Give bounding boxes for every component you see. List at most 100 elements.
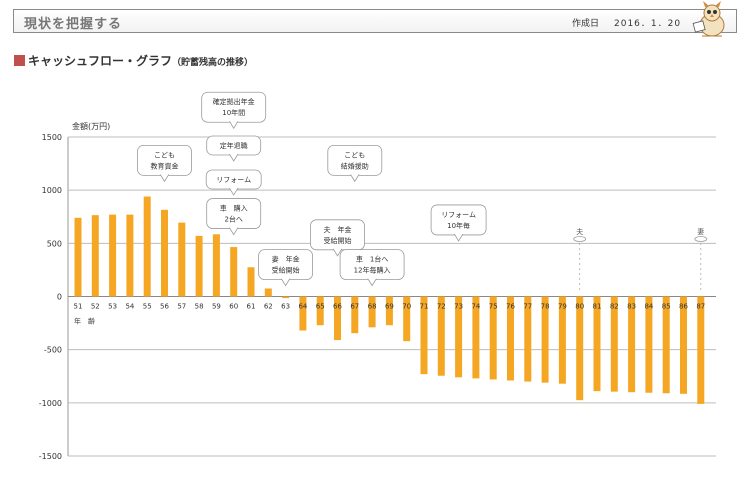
annotation-pointer [453,234,464,242]
x-tick-label: 54 [125,303,134,311]
bar [489,296,497,380]
annotation-box [327,144,383,176]
annotation-pointer [350,174,360,183]
bar [74,217,82,297]
annotation-box [137,144,192,176]
section-marker [14,55,25,66]
marker-halo [573,236,587,242]
x-tick-label: 77 [523,303,532,311]
page-title: 現状を把握する [24,17,123,32]
bar [385,296,393,326]
bar [628,296,636,393]
bar [195,235,203,297]
x-tick-label: 66 [333,303,342,311]
bar [282,296,290,299]
bar [109,214,117,297]
x-tick-label: 83 [627,303,636,311]
x-tick-label: 72 [437,303,446,311]
x-tick-label: 67 [350,303,359,311]
y-tick-label: -500 [44,346,62,355]
bar [507,296,514,381]
annotation-text: 10年間 [222,108,245,117]
annotation-pointer [367,278,377,287]
annotation-box [258,249,314,281]
bar [472,296,480,379]
date-value: 2016．1．20 [614,19,682,29]
bar [143,196,151,297]
x-tick-label: 64 [298,303,307,311]
x-tick-label: 68 [368,303,377,311]
x-tick-label: 51 [74,303,83,311]
bar [247,267,255,297]
x-tick-label: 58 [195,303,204,311]
y-tick-label: 0 [57,293,62,302]
y-tick-label: -1500 [39,452,62,461]
annotation-box [206,198,262,229]
x-tick-label: 86 [679,303,688,311]
annotation-pointer [228,188,239,196]
x-tick-label: 61 [247,303,256,311]
bar [334,296,341,341]
annotation-text: 妻 年金 [272,255,300,264]
annotation-pointer [228,121,239,129]
y-tick-label: -1000 [39,399,62,408]
x-tick-label: 79 [558,303,567,311]
x-tick-label: 74 [471,303,480,311]
annotation-pointer [280,278,291,287]
bar [645,296,653,393]
annotation-text: リフォーム [441,211,476,219]
annotation-text: 教育資金 [151,161,179,170]
x-tick-label: 53 [108,303,117,311]
bar [576,296,584,401]
x-tick-label: 87 [696,303,705,311]
marker-label: 妻 [697,227,704,236]
annotation-text: 受給開始 [324,236,352,245]
x-tick-label: 76 [506,303,515,311]
bar [680,296,687,394]
bar [230,247,238,297]
bar [299,296,307,331]
y-tick-label: 500 [47,239,62,248]
x-tick-label: 73 [454,303,463,311]
annotation-box [430,204,487,236]
bar [697,296,705,404]
bar [161,209,168,297]
bar [558,296,566,384]
y-axis-label: 金額(万円) [72,121,110,131]
annotation-pointer [228,227,239,236]
x-tick-label: 70 [402,303,411,311]
annotation-box [339,249,405,281]
annotation-text: 車 購入 [220,204,248,213]
section-title-text: キャッシュフロー・グラフ [28,54,173,68]
bar [91,215,99,297]
annotation-text: 10年毎 [447,221,470,230]
annotation-box [201,91,267,123]
x-tick-label: 82 [610,303,619,311]
x-tick-label: 63 [281,303,290,311]
bar [368,296,376,328]
x-tick-label: 84 [644,303,653,311]
section-title: キャッシュフロー・グラフ（貯蓄残高の推移） [14,52,253,69]
x-tick-label: 52 [91,303,100,311]
annotation-text: 12年毎購入 [354,266,391,275]
x-tick-label: 80 [575,303,584,311]
annotation-pointer [228,154,239,162]
x-axis-label: 年 齢 [74,317,95,326]
annotation-text: 夫 年金 [324,225,352,234]
x-tick-label: 59 [212,303,221,311]
x-tick-label: 78 [541,303,550,311]
bar [178,222,186,297]
section-subtitle: （貯蓄残高の推移） [172,58,254,68]
bar [662,296,670,394]
bar [541,296,549,383]
owl-mascot-icon [692,1,725,37]
bar [610,296,618,392]
bar [524,296,532,382]
y-tick-label: 1000 [42,186,62,195]
date-label: 作成日 [572,19,600,29]
x-tick-label: 55 [143,303,152,311]
bar [420,296,428,375]
bar [455,296,463,378]
annotation-text: こども [154,151,175,159]
